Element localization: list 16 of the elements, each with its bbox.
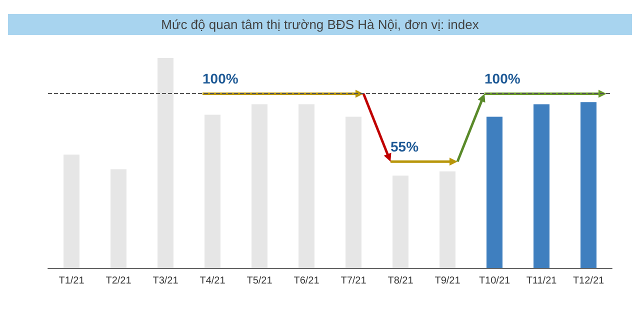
annotation: 100% (202, 70, 239, 87)
x-tick-label: T1/21 (58, 276, 85, 286)
x-tick-label: T3/21 (152, 276, 179, 286)
x-tick-label: T9/21 (434, 276, 461, 286)
annotation: 100% (484, 70, 521, 87)
x-tick-label: T10/21 (478, 276, 510, 286)
annotation: 55% (390, 138, 420, 155)
chart-title: Mức độ quan tâm thị trường BĐS Hà Nội, đơn vị: index (161, 17, 480, 32)
x-tick-label: T8/21 (388, 276, 414, 286)
x-tick-label: T11/21 (526, 276, 558, 286)
x-tick-label: T5/21 (246, 276, 273, 286)
x-tick-label: T6/21 (294, 276, 320, 286)
x-tick-label: T7/21 (340, 276, 367, 286)
x-tick-label: T2/21 (106, 276, 132, 286)
x-tick-label: T4/21 (200, 276, 226, 286)
x-tick-label: T12/21 (572, 276, 604, 286)
